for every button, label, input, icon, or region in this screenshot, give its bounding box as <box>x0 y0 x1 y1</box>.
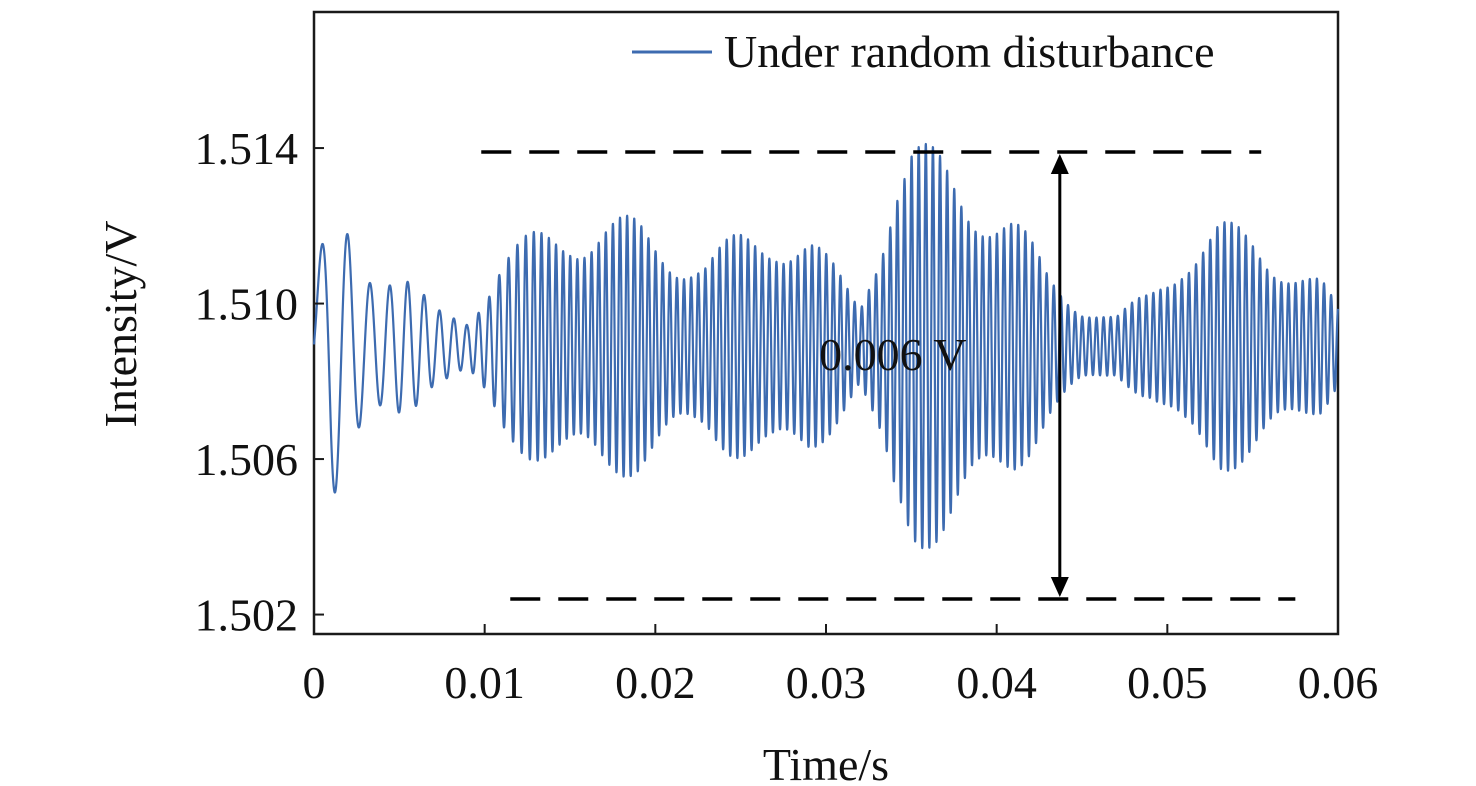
series-line-0 <box>312 142 1340 550</box>
x-tick-label: 0.05 <box>1127 657 1208 708</box>
annotation-layer: 0.006 V <box>819 153 1069 598</box>
legend-entry-label: Under random disturbance <box>724 26 1215 77</box>
legend: Under random disturbance <box>632 26 1215 77</box>
x-tick-label: 0.06 <box>1298 657 1379 708</box>
y-tick-label: 1.502 <box>195 590 299 641</box>
reference-lines <box>481 150 1296 601</box>
range-arrow-head-top <box>1050 153 1069 174</box>
x-tick-label: 0.03 <box>786 657 867 708</box>
x-tick-label: 0.02 <box>615 657 696 708</box>
x-tick-label: 0.04 <box>956 657 1037 708</box>
y-tick-label: 1.514 <box>195 123 299 174</box>
x-tick-label: 0.01 <box>444 657 525 708</box>
plot-frame <box>312 10 1340 636</box>
range-arrow-head-bottom <box>1050 577 1069 598</box>
y-axis-title: Intensity/V <box>95 221 146 428</box>
annotation-label: 0.006 V <box>819 329 966 380</box>
axis-ticks: 0 0.01 0.02 0.03 0.04 0.05 0.06 1.502 1.506 1.510… <box>195 123 1379 708</box>
y-tick-label: 1.506 <box>195 434 299 485</box>
x-tick-label: 0 <box>303 657 326 708</box>
series-layer <box>312 142 1340 550</box>
x-axis-title: Time/s <box>763 739 889 786</box>
y-tick-label: 1.510 <box>195 279 299 330</box>
